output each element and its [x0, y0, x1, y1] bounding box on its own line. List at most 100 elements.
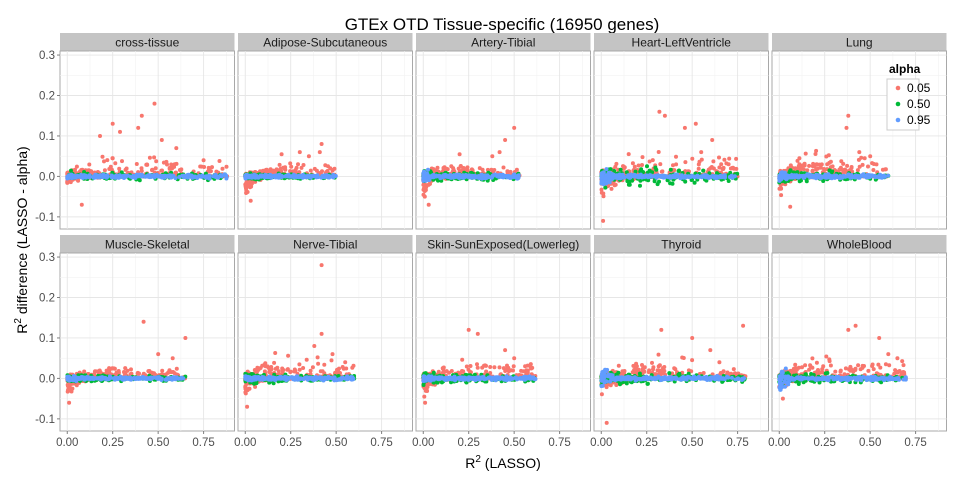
- point-alpha-0.05: [308, 368, 313, 373]
- point-alpha-0.95: [130, 174, 134, 179]
- point-alpha-0.05: [657, 109, 662, 114]
- point-alpha-0.05: [165, 162, 169, 167]
- point-alpha-0.05: [480, 167, 485, 172]
- point-alpha-0.95: [243, 174, 248, 179]
- point-alpha-0.05: [208, 169, 213, 174]
- point-alpha-0.95: [207, 174, 212, 179]
- point-alpha-0.05: [870, 161, 875, 166]
- point-alpha-0.05: [811, 161, 816, 166]
- point-alpha-0.05: [108, 164, 113, 169]
- point-alpha-0.05: [614, 161, 619, 166]
- point-alpha-0.05: [245, 180, 250, 185]
- point-alpha-0.05: [859, 155, 864, 160]
- point-alpha-0.05: [788, 204, 793, 209]
- point-alpha-0.05: [857, 150, 862, 155]
- point-alpha-0.05: [224, 164, 229, 169]
- point-alpha-0.05: [717, 155, 721, 160]
- point-alpha-0.05: [177, 168, 182, 172]
- point-alpha-0.95: [107, 375, 112, 380]
- point-alpha-0.95: [679, 175, 684, 180]
- point-alpha-0.05: [297, 150, 302, 155]
- point-alpha-0.05: [170, 163, 175, 168]
- point-alpha-0.05: [312, 344, 317, 348]
- point-alpha-0.05: [217, 159, 222, 163]
- point-alpha-0.05: [129, 367, 133, 372]
- point-alpha-0.95: [147, 175, 152, 180]
- point-alpha-0.95: [128, 376, 133, 381]
- point-alpha-0.05: [841, 170, 846, 175]
- facet-panel: Nerve-Tibial: [237, 235, 413, 432]
- point-alpha-0.05: [734, 166, 739, 171]
- point-alpha-0.05: [286, 353, 291, 358]
- point-alpha-0.05: [243, 390, 248, 395]
- point-alpha-0.95: [461, 174, 466, 179]
- point-alpha-0.95: [185, 172, 190, 177]
- point-alpha-0.05: [301, 366, 306, 370]
- point-alpha-0.95: [251, 174, 256, 179]
- point-alpha-0.95: [113, 376, 118, 381]
- point-alpha-0.05: [167, 166, 172, 170]
- point-alpha-0.05: [206, 165, 211, 170]
- point-alpha-0.95: [879, 175, 884, 180]
- point-alpha-0.05: [621, 166, 626, 171]
- point-alpha-0.05: [601, 191, 606, 196]
- point-alpha-0.05: [802, 161, 807, 166]
- chart-title: GTEx OTD Tissue-specific (16950 genes): [345, 15, 660, 34]
- point-alpha-0.95: [661, 175, 666, 180]
- point-alpha-0.05: [73, 167, 77, 172]
- point-alpha-0.95: [833, 173, 838, 178]
- point-alpha-0.05: [98, 134, 102, 138]
- point-alpha-0.05: [82, 369, 87, 374]
- point-alpha-0.95: [81, 175, 85, 180]
- point-alpha-0.95: [165, 174, 170, 178]
- point-alpha-0.95: [422, 170, 427, 175]
- point-alpha-0.05: [110, 156, 115, 161]
- point-alpha-0.05: [285, 367, 290, 372]
- point-alpha-0.05: [857, 164, 862, 169]
- point-alpha-0.05: [779, 193, 784, 198]
- point-alpha-0.95: [87, 173, 92, 178]
- point-alpha-0.95: [842, 174, 847, 179]
- point-alpha-0.05: [172, 371, 177, 376]
- point-alpha-0.95: [273, 174, 278, 179]
- point-alpha-0.05: [501, 165, 506, 170]
- point-alpha-0.95: [123, 173, 128, 178]
- point-alpha-0.50: [608, 167, 613, 172]
- point-alpha-0.05: [117, 166, 122, 171]
- point-alpha-0.05: [139, 113, 144, 118]
- point-alpha-0.05: [97, 368, 102, 373]
- point-alpha-0.05: [275, 365, 280, 370]
- point-alpha-0.95: [688, 175, 692, 179]
- point-alpha-0.50: [654, 167, 659, 172]
- point-alpha-0.05: [818, 165, 823, 170]
- point-alpha-0.05: [147, 155, 152, 160]
- point-alpha-0.50: [638, 183, 642, 188]
- point-alpha-0.05: [299, 165, 304, 170]
- point-alpha-0.95: [827, 173, 832, 178]
- point-alpha-0.50: [647, 168, 652, 173]
- point-alpha-0.05: [297, 367, 302, 372]
- point-alpha-0.95: [179, 375, 184, 380]
- point-alpha-0.05: [489, 167, 494, 172]
- point-alpha-0.95: [426, 167, 430, 172]
- point-alpha-0.50: [726, 179, 731, 183]
- point-alpha-0.05: [656, 150, 661, 154]
- point-alpha-0.05: [174, 366, 179, 371]
- point-alpha-0.95: [838, 174, 843, 179]
- point-alpha-0.95: [672, 175, 677, 180]
- point-alpha-0.05: [319, 142, 324, 146]
- point-alpha-0.95: [812, 175, 817, 180]
- point-alpha-0.50: [638, 178, 643, 183]
- point-alpha-0.05: [630, 161, 635, 166]
- point-alpha-0.05: [319, 263, 324, 268]
- point-alpha-0.50: [683, 179, 688, 184]
- point-alpha-0.95: [454, 173, 459, 178]
- point-alpha-0.95: [495, 173, 500, 178]
- point-alpha-0.50: [677, 168, 681, 173]
- facet-panels: cross-tissue Adipose-Subcutaneous Artery-T…: [59, 33, 947, 432]
- point-alpha-0.05: [325, 169, 330, 173]
- point-alpha-0.95: [297, 174, 302, 179]
- point-alpha-0.95: [288, 174, 293, 179]
- facet-strip-label: cross-tissue: [115, 36, 179, 50]
- point-alpha-0.95: [816, 174, 821, 179]
